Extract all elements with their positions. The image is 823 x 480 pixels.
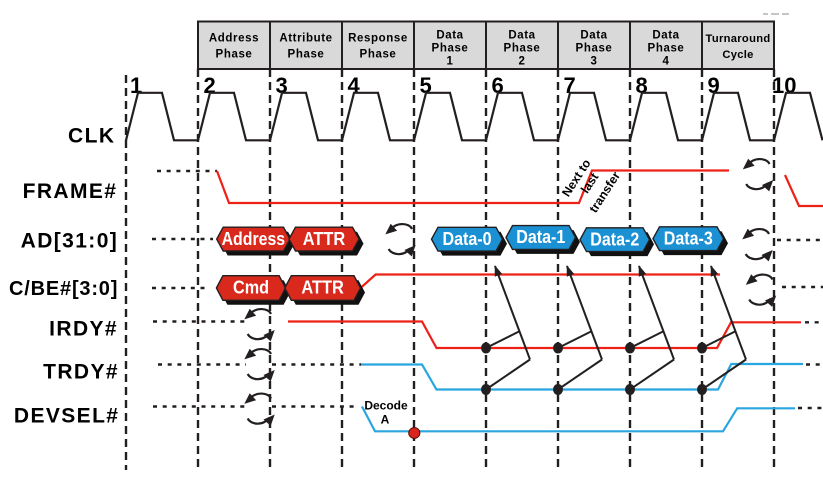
svg-text:Phase: Phase xyxy=(288,49,325,61)
svg-text:Data-3: Data-3 xyxy=(664,228,713,248)
svg-text:Cycle: Cycle xyxy=(722,49,753,61)
svg-text:DEVSEL#: DEVSEL# xyxy=(14,405,120,428)
svg-text:Data: Data xyxy=(436,30,463,42)
svg-text:FRAME#: FRAME# xyxy=(23,180,118,203)
svg-text:Phase: Phase xyxy=(432,43,469,55)
svg-text:Address: Address xyxy=(222,229,286,249)
svg-text:Data-1: Data-1 xyxy=(516,227,565,247)
svg-text:Turnaround: Turnaround xyxy=(706,33,771,45)
svg-text:Attribute: Attribute xyxy=(279,33,332,45)
svg-text:Phase: Phase xyxy=(648,43,685,55)
svg-text:Data-0: Data-0 xyxy=(443,229,492,249)
svg-text:Phase: Phase xyxy=(576,43,613,55)
svg-text:Cmd: Cmd xyxy=(233,278,269,298)
svg-text:10: 10 xyxy=(772,73,796,98)
svg-text:Data: Data xyxy=(508,30,535,42)
svg-text:Data: Data xyxy=(580,30,607,42)
svg-text:Address: Address xyxy=(209,33,259,45)
svg-text:Data-2: Data-2 xyxy=(590,229,639,249)
svg-text:3: 3 xyxy=(591,56,598,68)
svg-text:Phase: Phase xyxy=(360,49,397,61)
svg-text:Phase: Phase xyxy=(216,49,253,61)
svg-text:A: A xyxy=(381,413,390,427)
svg-text:4: 4 xyxy=(663,56,670,68)
svg-text:Response: Response xyxy=(348,33,408,45)
svg-text:1: 1 xyxy=(130,73,142,98)
svg-text:ATTR: ATTR xyxy=(303,229,346,249)
svg-text:Data: Data xyxy=(652,30,679,42)
svg-text:AD[31:0]: AD[31:0] xyxy=(21,230,119,253)
svg-text:2: 2 xyxy=(519,56,526,68)
svg-text:TRDY#: TRDY# xyxy=(43,361,119,384)
svg-text:C/BE#[3:0]: C/BE#[3:0] xyxy=(9,278,118,300)
svg-text:ATTR: ATTR xyxy=(301,278,344,298)
svg-text:IRDY#: IRDY# xyxy=(49,318,118,341)
svg-text:Decode: Decode xyxy=(364,399,408,413)
svg-text:Phase: Phase xyxy=(504,43,541,55)
svg-text:CLK: CLK xyxy=(68,125,115,148)
svg-text:1: 1 xyxy=(447,56,454,68)
